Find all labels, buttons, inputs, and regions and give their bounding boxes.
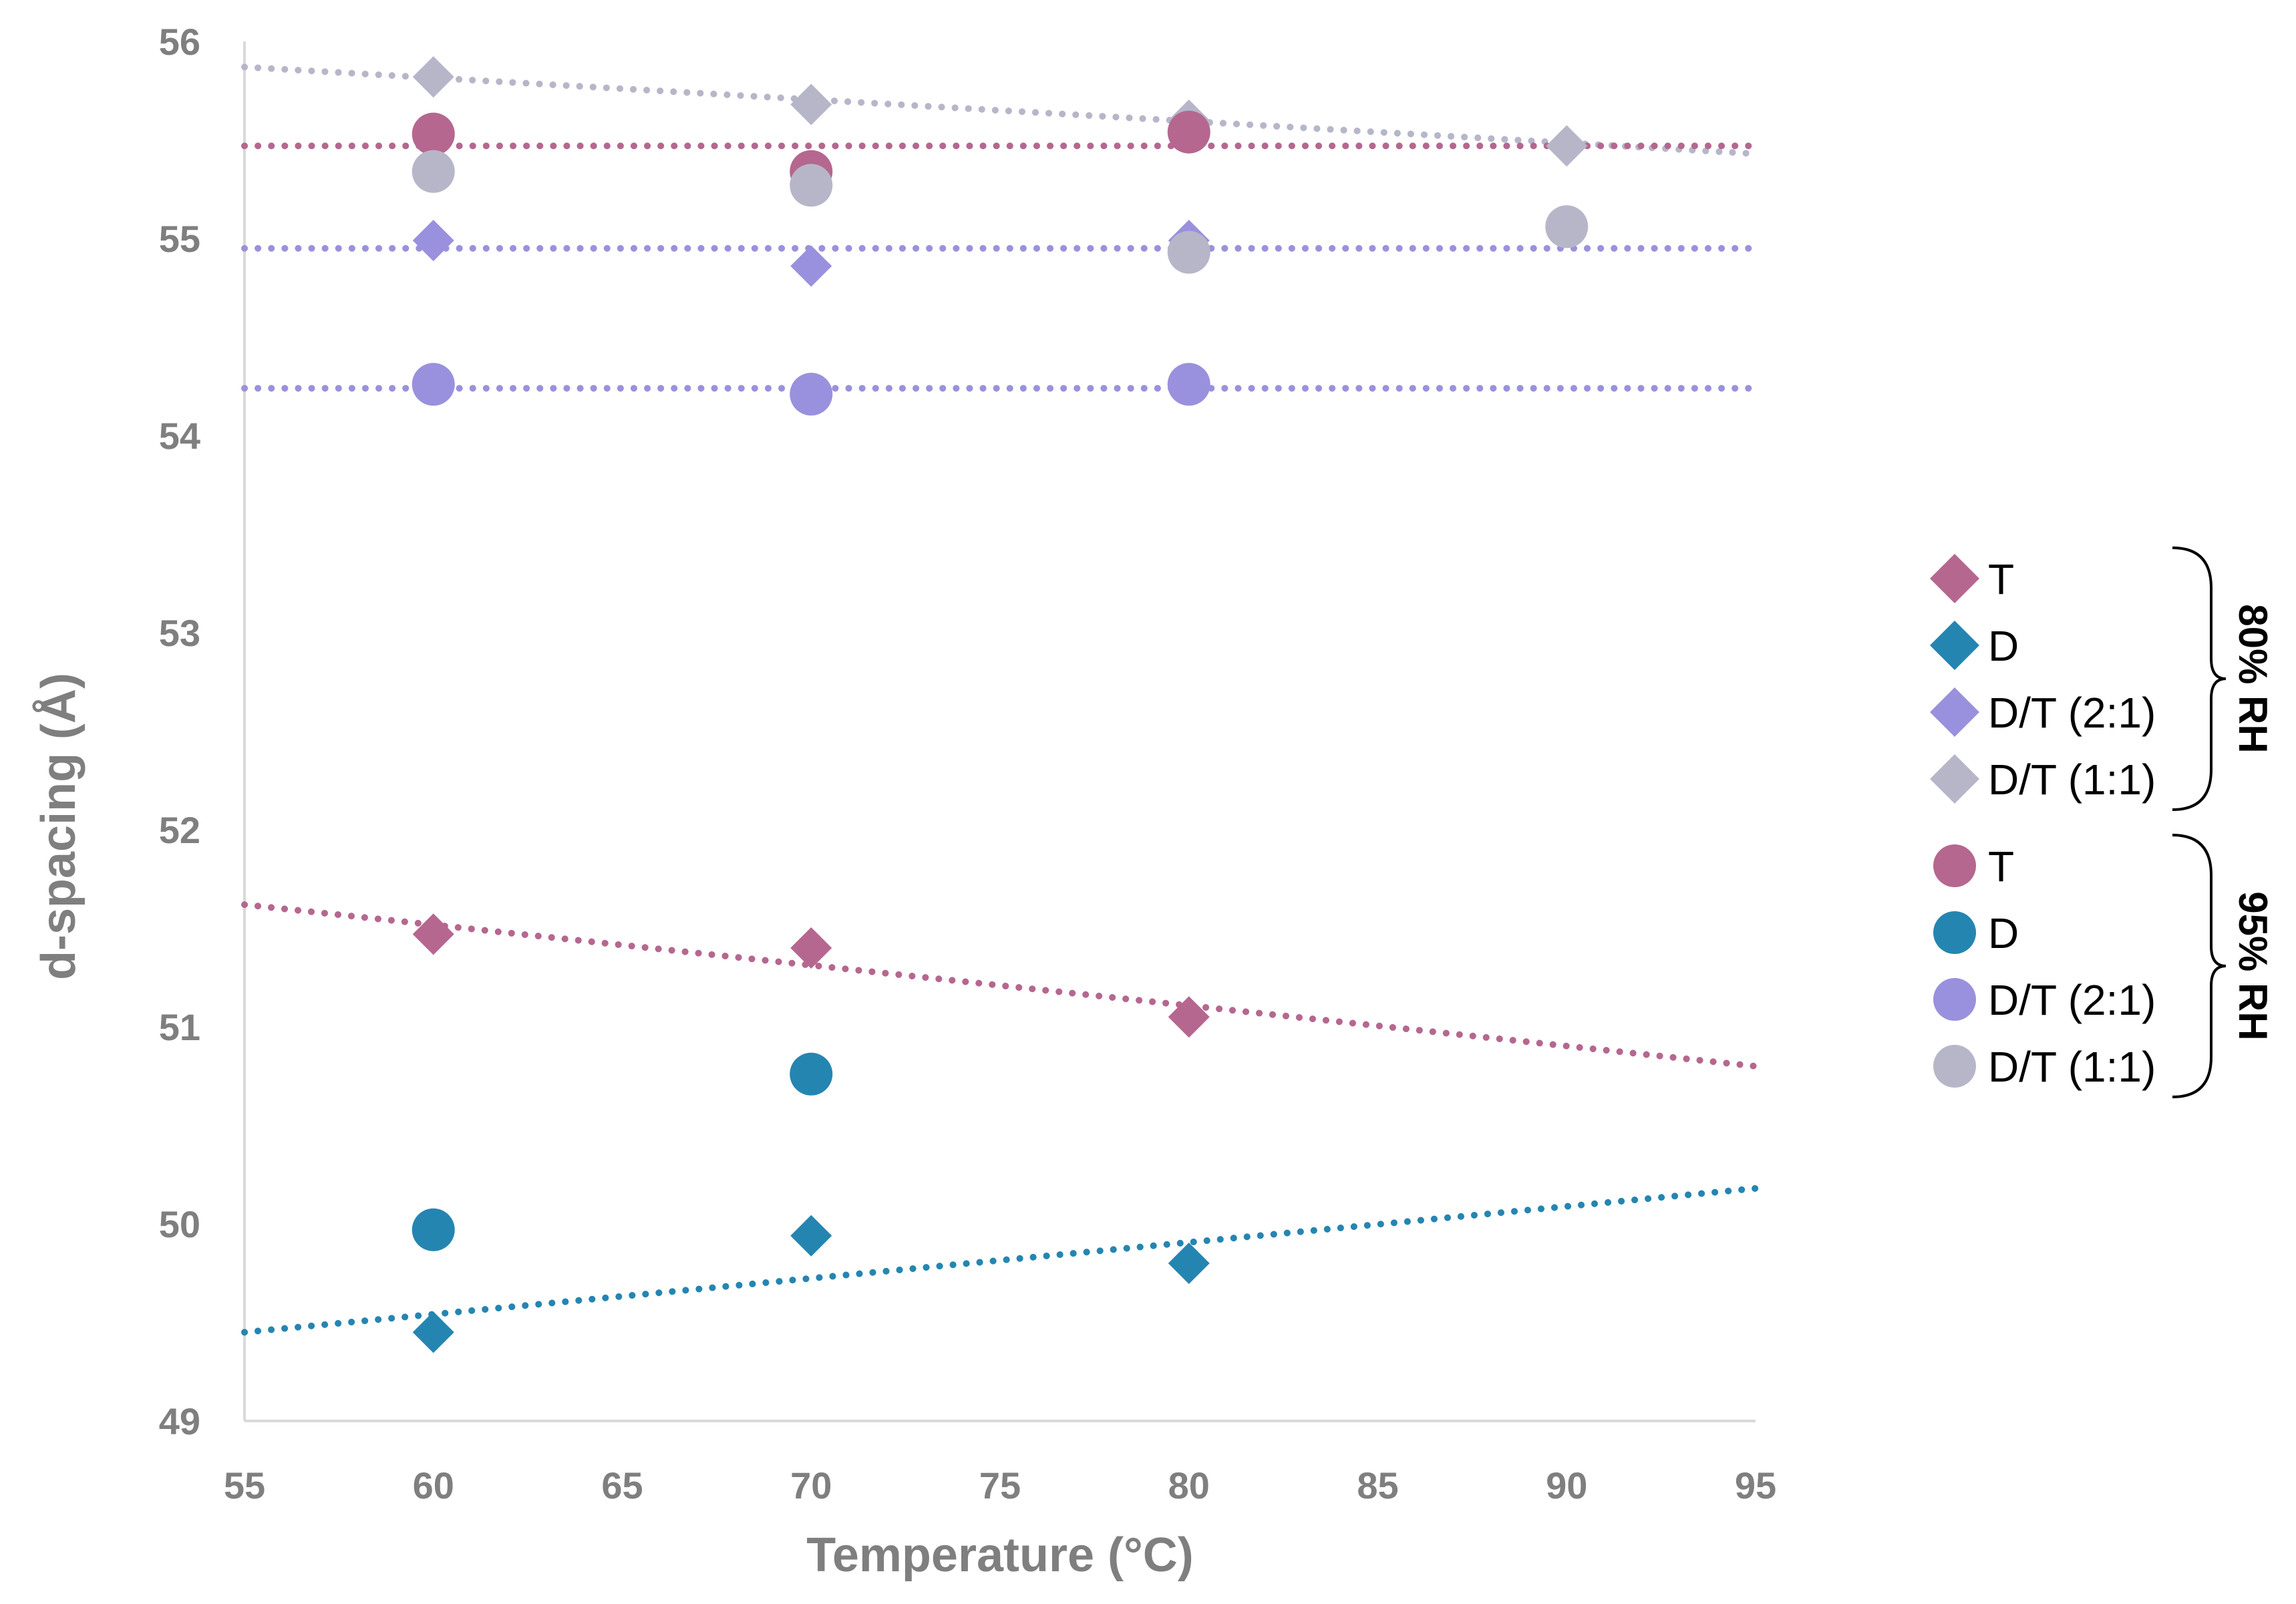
data-point-diamond <box>412 56 454 98</box>
data-point-diamond <box>790 84 832 126</box>
y-tick-label: 54 <box>159 415 200 457</box>
legend-marker-diamond <box>1930 687 1979 737</box>
legend-label: T <box>1988 842 2014 891</box>
y-tick-label: 56 <box>159 21 200 63</box>
legend-label: D/T (2:1) <box>1988 976 2156 1024</box>
legend-label: T <box>1988 555 2014 603</box>
data-point-circle <box>1167 230 1210 274</box>
x-tick-label: 85 <box>1357 1464 1398 1506</box>
data-point-circle <box>790 164 833 207</box>
legend-marker-diamond <box>1930 554 1979 603</box>
x-tick-label: 95 <box>1735 1464 1776 1506</box>
y-tick-label: 51 <box>159 1006 200 1048</box>
x-tick-label: 65 <box>601 1464 643 1506</box>
axes-layer <box>243 41 1756 1422</box>
x-axis-title: Temperature (°C) <box>806 1529 1194 1582</box>
x-tick-label: 70 <box>790 1464 832 1506</box>
x-tick-label: 55 <box>224 1464 265 1506</box>
legend-marker-circle <box>1933 978 1976 1021</box>
data-point-circle <box>790 373 833 416</box>
data-point-circle <box>1545 205 1589 249</box>
data-point-diamond <box>412 219 454 261</box>
y-tick-label: 49 <box>159 1400 200 1442</box>
data-point-circle <box>412 150 455 193</box>
y-tick-labels: 49 50 51 52 53 54 55 56 <box>159 21 200 1442</box>
trendlines <box>241 63 1759 1336</box>
trendline <box>241 63 1759 158</box>
data-point-diamond <box>1168 1243 1210 1284</box>
data-point-circle <box>412 363 455 406</box>
y-axis-title: d-spacing (Å) <box>32 673 86 980</box>
x-tick-labels: 55 60 65 70 75 80 85 90 95 <box>224 1464 1776 1506</box>
data-point-diamond <box>412 913 454 955</box>
data-point-circle <box>790 1052 833 1096</box>
legend-group-label: 80% RH <box>2231 604 2275 753</box>
trendline <box>241 901 1759 1070</box>
data-point-circle <box>412 112 455 156</box>
y-tick-label: 55 <box>159 218 200 260</box>
x-tick-label: 60 <box>413 1464 454 1506</box>
data-point-diamond <box>1168 996 1210 1038</box>
data-point-diamond <box>1546 125 1588 167</box>
legend-group-brace <box>2172 546 2227 811</box>
data-point-diamond <box>790 245 832 287</box>
y-tick-label: 52 <box>159 809 200 851</box>
legend-label: D/T (1:1) <box>1988 1043 2156 1091</box>
data-point-circle <box>1167 363 1210 406</box>
x-tick-label: 75 <box>979 1464 1021 1506</box>
data-points <box>412 56 1589 1353</box>
data-point-circle <box>1167 110 1210 154</box>
legend-marker-circle <box>1933 1045 1976 1088</box>
data-point-diamond <box>790 1215 832 1257</box>
data-point-diamond <box>790 927 832 969</box>
data-point-circle <box>412 1208 455 1251</box>
legend-group-label: 95% RH <box>2231 891 2275 1040</box>
legend-group-brace <box>2172 834 2227 1098</box>
legend-label: D/T (1:1) <box>1988 756 2156 804</box>
legend-marker-diamond <box>1930 621 1979 670</box>
x-tick-label: 80 <box>1168 1464 1210 1506</box>
legend-marker-circle <box>1933 844 1976 887</box>
legend-label: D <box>1988 622 2019 670</box>
data-point-diamond <box>412 1311 454 1353</box>
x-tick-label: 90 <box>1546 1464 1587 1506</box>
y-tick-label: 53 <box>159 612 200 654</box>
legend-marker-circle <box>1933 911 1976 954</box>
trendline <box>241 1184 1759 1336</box>
legend-label: D <box>1988 909 2019 957</box>
legend-marker-diamond <box>1930 754 1979 804</box>
legend-label: D/T (2:1) <box>1988 689 2156 737</box>
y-tick-label: 50 <box>159 1203 200 1245</box>
